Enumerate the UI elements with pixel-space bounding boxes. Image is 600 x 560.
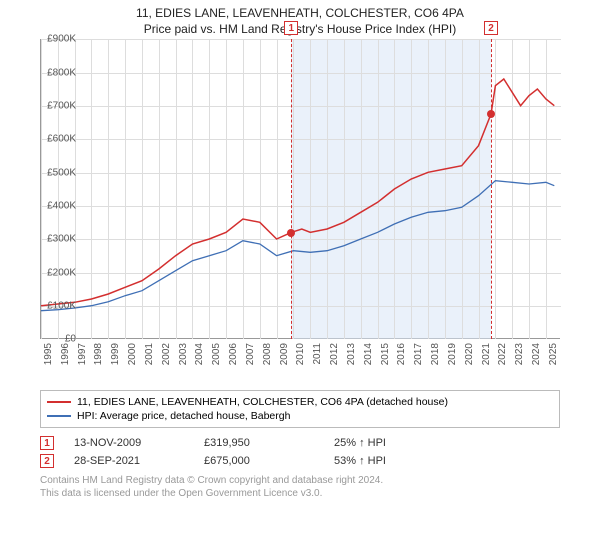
y-axis-label: £300K — [47, 234, 76, 245]
marker-dot — [287, 229, 295, 237]
annotation-price: £675,000 — [204, 455, 334, 467]
x-axis-label: 2005 — [211, 343, 222, 365]
y-axis-label: £700K — [47, 100, 76, 111]
annotation-pct: 25% ↑ HPI — [334, 437, 464, 449]
x-axis-label: 2009 — [279, 343, 290, 365]
x-axis-label: 2025 — [548, 343, 559, 365]
x-axis-label: 2006 — [228, 343, 239, 365]
x-axis-label: 1998 — [93, 343, 104, 365]
marker-dot — [487, 110, 495, 118]
x-axis-label: 2010 — [295, 343, 306, 365]
x-axis-label: 2000 — [127, 343, 138, 365]
annotation-number-box: 1 — [40, 436, 54, 450]
y-axis-label: £400K — [47, 200, 76, 211]
legend-item: 11, EDIES LANE, LEAVENHEATH, COLCHESTER,… — [47, 395, 553, 409]
x-axis-label: 2014 — [363, 343, 374, 365]
x-axis-label: 2018 — [430, 343, 441, 365]
legend-item: HPI: Average price, detached house, Babe… — [47, 409, 553, 423]
x-axis-label: 1997 — [77, 343, 88, 365]
x-axis-label: 1999 — [110, 343, 121, 365]
series-line — [41, 79, 554, 306]
x-axis-label: 2011 — [312, 343, 323, 365]
x-axis-label: 2016 — [396, 343, 407, 365]
x-axis-label: 2017 — [413, 343, 424, 365]
x-axis-label: 2015 — [380, 343, 391, 365]
annotation-row: 1 13-NOV-2009£319,95025% ↑ HPI — [40, 436, 560, 450]
y-axis-label: £200K — [47, 267, 76, 278]
legend: 11, EDIES LANE, LEAVENHEATH, COLCHESTER,… — [40, 390, 560, 428]
annotation-number-box: 2 — [40, 454, 54, 468]
x-axis-label: 1996 — [60, 343, 71, 365]
plot: 12 — [40, 39, 560, 339]
title-line-1: 11, EDIES LANE, LEAVENHEATH, COLCHESTER,… — [0, 6, 600, 22]
x-axis-label: 2012 — [329, 343, 340, 365]
attribution: Contains HM Land Registry data © Crown c… — [40, 474, 560, 500]
chart-area: 12 £0£100K£200K£300K£400K£500K£600K£700K… — [40, 39, 600, 369]
annotation-date: 13-NOV-2009 — [74, 437, 204, 449]
legend-label: HPI: Average price, detached house, Babe… — [77, 410, 290, 422]
attribution-line-2: This data is licensed under the Open Gov… — [40, 487, 560, 500]
annotation-price: £319,950 — [204, 437, 334, 449]
x-axis-label: 2021 — [481, 343, 492, 365]
series-line — [41, 181, 554, 311]
x-axis-label: 2002 — [161, 343, 172, 365]
annotation-row: 2 28-SEP-2021£675,00053% ↑ HPI — [40, 454, 560, 468]
legend-swatch — [47, 401, 71, 403]
x-axis-label: 2007 — [245, 343, 256, 365]
title-line-2: Price paid vs. HM Land Registry's House … — [0, 22, 600, 38]
y-axis-label: £600K — [47, 134, 76, 145]
annotation-date: 28-SEP-2021 — [74, 455, 204, 467]
x-axis-label: 2003 — [178, 343, 189, 365]
legend-label: 11, EDIES LANE, LEAVENHEATH, COLCHESTER,… — [77, 396, 448, 408]
x-axis-label: 1995 — [43, 343, 54, 365]
y-axis-label: £500K — [47, 167, 76, 178]
marker-line — [291, 39, 292, 339]
y-axis-label: £100K — [47, 300, 76, 311]
marker-box: 2 — [484, 21, 498, 35]
legend-swatch — [47, 415, 71, 417]
x-axis-label: 2023 — [514, 343, 525, 365]
x-axis-label: 2001 — [144, 343, 155, 365]
x-axis-label: 2013 — [346, 343, 357, 365]
annotation-pct: 53% ↑ HPI — [334, 455, 464, 467]
x-axis-label: 2024 — [531, 343, 542, 365]
line-series-svg — [41, 39, 561, 339]
x-axis-label: 2019 — [447, 343, 458, 365]
y-axis-label: £800K — [47, 67, 76, 78]
x-axis-label: 2004 — [194, 343, 205, 365]
footer: 11, EDIES LANE, LEAVENHEATH, COLCHESTER,… — [40, 390, 560, 500]
x-axis-label: 2020 — [464, 343, 475, 365]
y-axis-label: £900K — [47, 34, 76, 45]
x-axis-label: 2022 — [497, 343, 508, 365]
marker-line — [491, 39, 492, 339]
marker-box: 1 — [284, 21, 298, 35]
chart-title-block: 11, EDIES LANE, LEAVENHEATH, COLCHESTER,… — [0, 0, 600, 39]
attribution-line-1: Contains HM Land Registry data © Crown c… — [40, 474, 560, 487]
x-axis-label: 2008 — [262, 343, 273, 365]
